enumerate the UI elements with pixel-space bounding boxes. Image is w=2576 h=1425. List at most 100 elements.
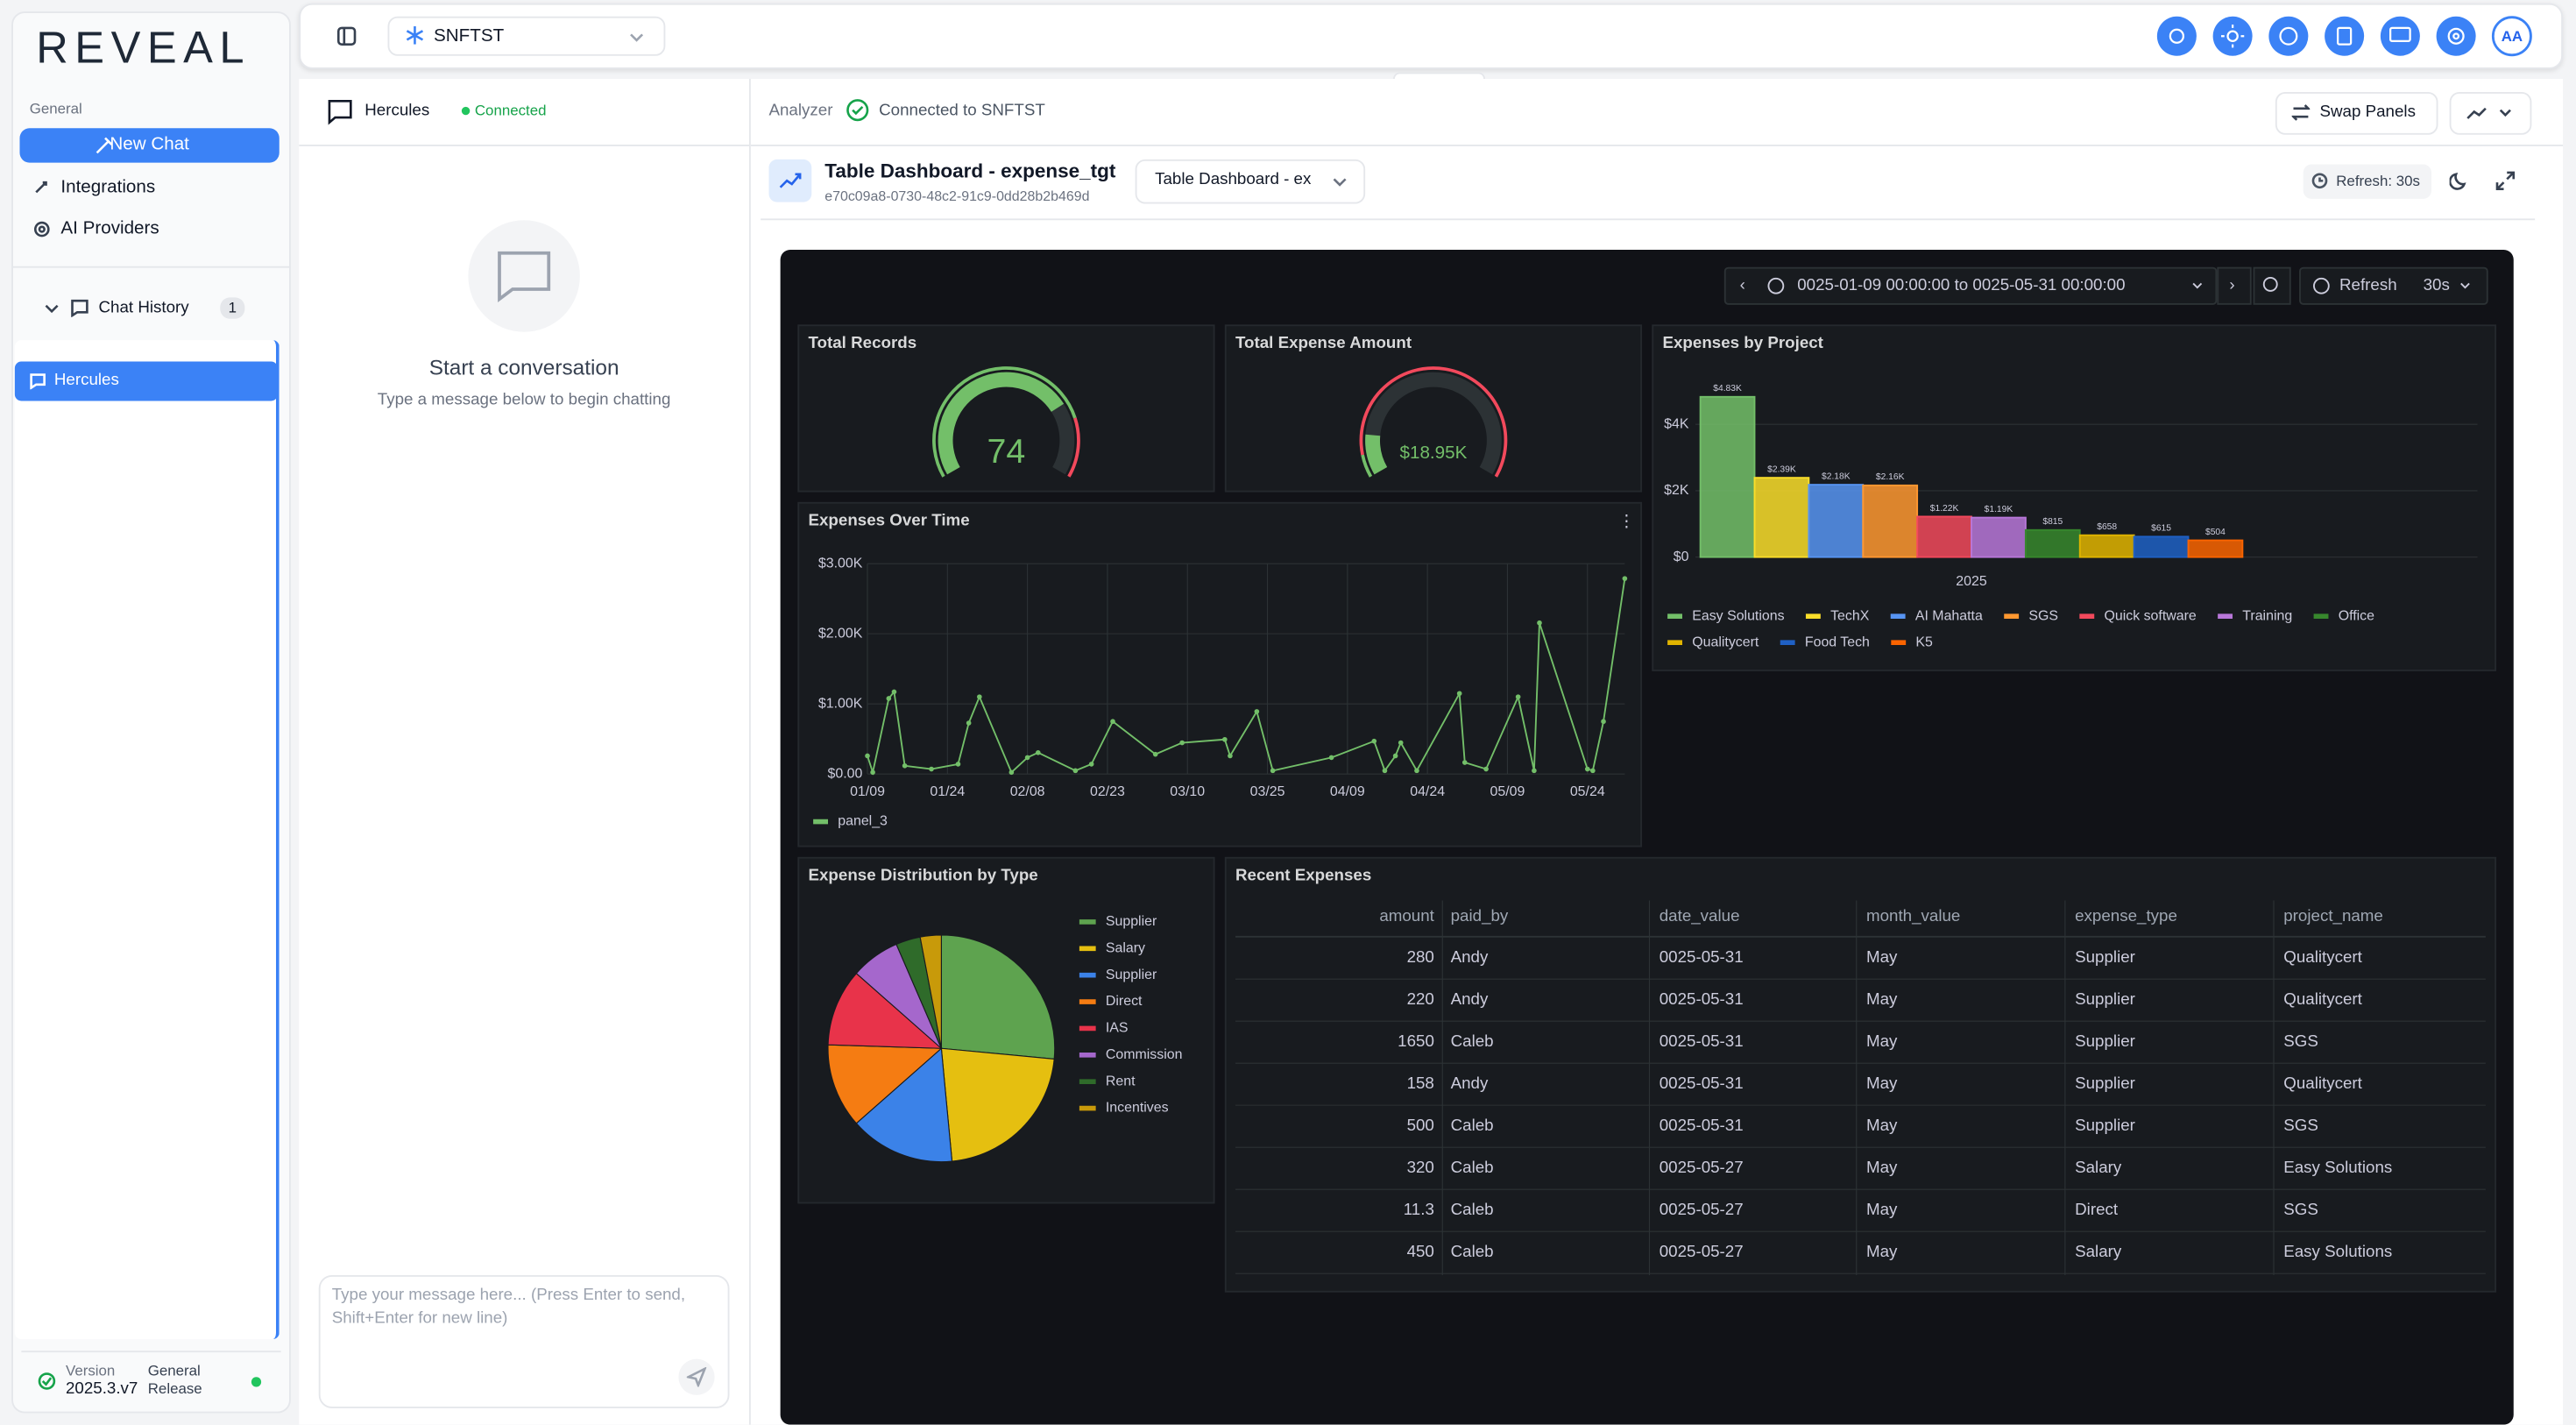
legend-item: Quick software	[2079, 608, 2197, 623]
chat-history-toggle[interactable]: Chat History	[98, 299, 189, 317]
value-label: $1.19K	[1985, 505, 2013, 514]
table-cell: Salary	[2075, 1158, 2122, 1176]
empty-title: Start a conversation	[428, 355, 619, 380]
chat-item[interactable]: Hercules	[14, 361, 278, 401]
chat-count: 1	[220, 297, 245, 319]
table-cell: 280	[1407, 947, 1434, 966]
sidebar-toggle[interactable]	[336, 26, 357, 46]
refresh-interval[interactable]: 30s	[2424, 275, 2450, 294]
avatar-initials: AA	[2501, 27, 2523, 45]
gauge-label: $18.95K	[1400, 443, 1468, 463]
point	[1270, 768, 1276, 774]
version-icon	[38, 1372, 56, 1390]
table-cell: 320	[1407, 1158, 1434, 1176]
section-label: General	[29, 100, 82, 117]
column-header: expense_type	[2075, 906, 2177, 925]
pie-slice	[827, 972, 943, 1049]
table-cell: May	[1866, 1074, 1898, 1092]
table-cell: Caleb	[1451, 1242, 1494, 1260]
point	[1222, 736, 1228, 742]
panel-title: Expense Distribution by Type	[809, 865, 1038, 883]
table-cell: 1650	[1398, 1032, 1434, 1050]
table-cell: Easy Solutions	[2283, 1158, 2392, 1176]
x-tick-label: 02/23	[1090, 784, 1125, 799]
send-button[interactable]	[678, 1358, 715, 1395]
time-range-picker[interactable]	[1723, 266, 2218, 305]
point	[1088, 762, 1094, 767]
refresh-button[interactable]	[2299, 266, 2488, 305]
panel-menu: ⋮	[1618, 512, 1635, 530]
integrations-link[interactable]: Integrations	[60, 177, 156, 198]
fullscreen-button[interactable]	[2495, 171, 2516, 191]
table-cell: Supplier	[2075, 1032, 2135, 1050]
interval-chevron	[2460, 282, 2470, 289]
point	[955, 762, 961, 767]
chat-item-icon	[30, 373, 46, 390]
theme-toggle[interactable]	[2449, 171, 2470, 191]
table-cell: 0025-05-27	[1660, 1200, 1744, 1218]
table-cell: Supplier	[2075, 1116, 2135, 1134]
gauge-threshold-base	[1361, 454, 1373, 478]
pie-slice	[919, 934, 942, 1049]
new-chat-button[interactable]: New Chat	[19, 128, 280, 163]
connection-name: SNFTST	[434, 26, 505, 46]
palette-button[interactable]	[2268, 16, 2309, 56]
gauge-value	[1365, 434, 1388, 475]
point	[1328, 755, 1334, 761]
table-cell: May	[1866, 1032, 1898, 1050]
column-header: paid_by	[1451, 906, 1509, 925]
legend-label: Salary	[1106, 940, 1145, 955]
docs-button[interactable]	[2325, 16, 2365, 56]
point	[1537, 620, 1542, 626]
table-cell: 11.3	[1404, 1200, 1434, 1218]
chart-type-button[interactable]	[2449, 92, 2532, 135]
panel-title: Recent Expenses	[1235, 865, 1371, 883]
empty-icon-bg	[468, 220, 580, 332]
x-tick-label: 05/09	[1490, 784, 1525, 799]
point	[1622, 576, 1628, 581]
dashboard-icon	[779, 173, 802, 188]
bar	[2024, 528, 2081, 558]
empty-chat-icon	[498, 251, 551, 302]
table-cell: May	[1866, 1242, 1898, 1260]
legend-label: Quick software	[2104, 608, 2196, 623]
bar	[2078, 534, 2135, 558]
point	[966, 720, 972, 726]
avatar[interactable]	[2491, 16, 2532, 57]
theme-button[interactable]	[2212, 16, 2253, 56]
bar	[2187, 539, 2244, 558]
ai-providers-link[interactable]: AI Providers	[60, 218, 159, 238]
legend-label: Supplier	[1106, 968, 1157, 982]
legend-label: Training	[2242, 608, 2292, 623]
value-label: $4.83K	[1713, 384, 1742, 393]
column-header: project_name	[2283, 906, 2383, 925]
x-tick-label: 04/09	[1330, 784, 1365, 799]
value-label: $815	[2042, 517, 2063, 527]
point	[1398, 740, 1404, 746]
version-number: 2025.3.v7	[66, 1380, 138, 1399]
message-input[interactable]	[318, 1275, 730, 1408]
table-cell: 0025-05-27	[1660, 1158, 1744, 1176]
settings-button[interactable]	[2436, 16, 2476, 56]
prev-range[interactable]: ‹	[1740, 275, 1745, 294]
legend-item: SGS	[2004, 608, 2058, 623]
swap-panels-button[interactable]	[2275, 92, 2438, 135]
connection-select[interactable]	[387, 16, 666, 56]
tool-button[interactable]	[2156, 16, 2197, 56]
dashboard-select[interactable]	[1135, 159, 1366, 204]
y-tick-label: $3.00K	[818, 556, 863, 571]
legend-label: AI Mahatta	[1915, 608, 1983, 623]
point	[977, 694, 982, 699]
legend-label: Commission	[1106, 1047, 1183, 1062]
point	[1254, 709, 1260, 714]
zoom-out[interactable]	[2253, 266, 2291, 305]
table-cell: Supplier	[2075, 989, 2135, 1008]
display-button[interactable]	[2380, 16, 2420, 56]
time-range: 0025-01-09 00:00:00 to 0025-05-31 00:00:…	[1797, 275, 2125, 294]
select-chevron	[1333, 178, 1347, 187]
legend-item: AI Mahatta	[1890, 608, 1983, 623]
next-range[interactable]	[2217, 266, 2252, 305]
chevron-icon[interactable]	[45, 301, 60, 315]
toolbar-icons	[2156, 16, 2532, 57]
